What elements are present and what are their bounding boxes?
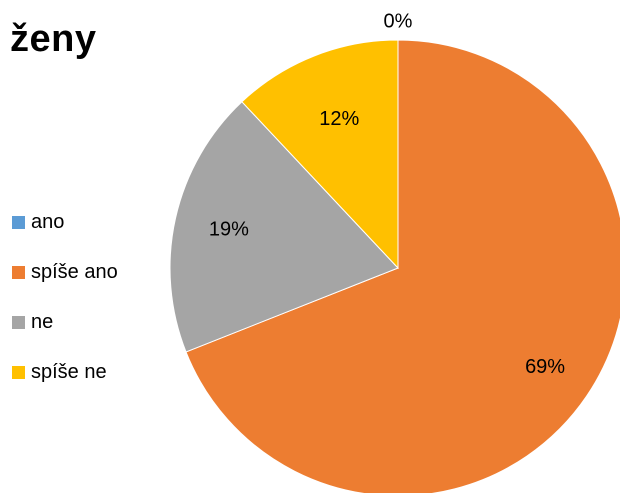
pie-slice-ne — [169, 101, 399, 353]
legend-label-ano: ano — [31, 210, 65, 233]
pie-slice-spise-ano — [185, 39, 620, 493]
pie-slice-spise-ne — [241, 39, 399, 270]
legend-item-ano: ano — [12, 204, 162, 240]
data-label-ne: 19% — [209, 218, 249, 240]
legend: ano spíše ano ne spíše ne — [12, 204, 162, 404]
data-label-ano: 0% — [384, 10, 413, 32]
legend-label-spise-ano: spíše ano — [31, 260, 118, 283]
legend-swatch-spise-ne — [12, 365, 25, 379]
legend-item-spise-ano: spíše ano — [12, 254, 162, 290]
data-label-spise-ne: 12% — [319, 108, 359, 130]
legend-label-ne: ne — [31, 310, 54, 333]
data-label-spise-ano: 69% — [525, 356, 565, 378]
legend-item-spise-ne: spíše ne — [12, 354, 162, 390]
legend-swatch-ne — [12, 315, 25, 329]
legend-item-ne: ne — [12, 304, 162, 340]
legend-label-spise-ne: spíše ne — [31, 360, 107, 383]
legend-swatch-spise-ano — [12, 265, 25, 279]
legend-swatch-ano — [12, 215, 25, 229]
chart-title: ženy — [10, 18, 97, 60]
